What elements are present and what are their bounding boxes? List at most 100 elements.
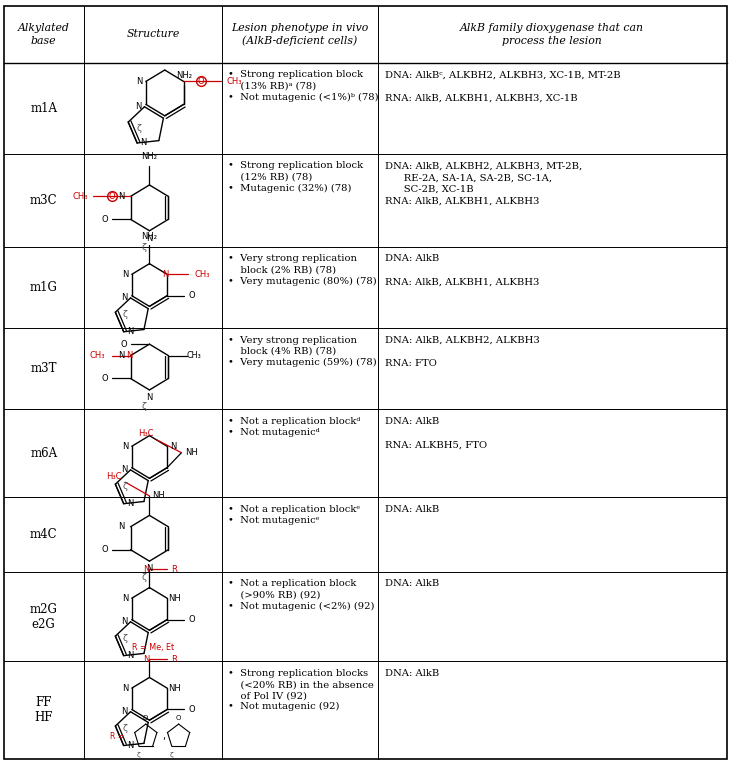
Text: N: N bbox=[144, 565, 149, 574]
Text: O: O bbox=[176, 715, 182, 721]
Text: O: O bbox=[198, 77, 205, 86]
Text: ,: , bbox=[163, 731, 165, 742]
Text: •  Very strong replication
    block (2% RB) (78)
•  Very mutagenic (80%) (78): • Very strong replication block (2% RB) … bbox=[228, 254, 377, 285]
Text: NH: NH bbox=[168, 684, 181, 693]
Text: •  Very strong replication
    block (4% RB) (78)
•  Very mutagenic (59%) (78): • Very strong replication block (4% RB) … bbox=[228, 336, 377, 367]
Text: N: N bbox=[121, 617, 127, 626]
Text: N: N bbox=[119, 192, 125, 201]
Text: N: N bbox=[121, 707, 127, 716]
Text: ζ: ζ bbox=[141, 574, 146, 582]
Text: O: O bbox=[189, 615, 195, 624]
Text: N: N bbox=[121, 465, 127, 475]
Text: DNA: AlkB: DNA: AlkB bbox=[385, 579, 439, 588]
Text: DNA: AlkB: DNA: AlkB bbox=[385, 669, 439, 678]
Text: N: N bbox=[127, 651, 133, 660]
Text: N: N bbox=[122, 270, 128, 278]
Text: R =: R = bbox=[109, 732, 124, 741]
Text: N: N bbox=[121, 294, 127, 302]
Text: N: N bbox=[136, 77, 142, 86]
Text: N: N bbox=[147, 393, 152, 402]
Text: O: O bbox=[189, 705, 195, 714]
Text: N: N bbox=[127, 327, 133, 336]
Text: NH: NH bbox=[152, 491, 165, 501]
Text: •  Strong replication block
    (12% RB) (78)
•  Mutagenic (32%) (78): • Strong replication block (12% RB) (78)… bbox=[228, 162, 363, 193]
Text: N: N bbox=[119, 523, 125, 531]
Text: N: N bbox=[122, 594, 128, 603]
Text: CH₃: CH₃ bbox=[90, 351, 105, 360]
Text: DNA: AlkB, ALKBH2, ALKBH3

RNA: FTO: DNA: AlkB, ALKBH2, ALKBH3 RNA: FTO bbox=[385, 336, 539, 369]
Text: •  Not a replication blockᵈ
•  Not mutagenicᵈ: • Not a replication blockᵈ • Not mutagen… bbox=[228, 417, 361, 437]
Text: O: O bbox=[101, 215, 108, 224]
Text: ζ: ζ bbox=[122, 724, 127, 733]
Text: N: N bbox=[127, 499, 133, 508]
Text: N: N bbox=[122, 684, 128, 693]
Text: m4C: m4C bbox=[30, 528, 58, 541]
Text: m2G
e2G: m2G e2G bbox=[30, 603, 58, 630]
Text: N: N bbox=[144, 655, 149, 664]
Text: •  Strong replication blocks
    (<20% RB) in the absence
    of Pol IV (92)
•  : • Strong replication blocks (<20% RB) in… bbox=[228, 669, 374, 711]
Text: ζ: ζ bbox=[136, 124, 141, 134]
Text: ζ: ζ bbox=[137, 752, 141, 758]
Text: Lesion phenotype in vivo
(AlkB-deficient cells): Lesion phenotype in vivo (AlkB-deficient… bbox=[231, 23, 369, 46]
Text: R: R bbox=[171, 565, 177, 574]
Text: ζ: ζ bbox=[141, 243, 146, 252]
Text: H₃C: H₃C bbox=[106, 472, 122, 481]
Text: ζ: ζ bbox=[122, 311, 127, 319]
Text: m3T: m3T bbox=[31, 362, 57, 375]
Text: O: O bbox=[120, 340, 127, 349]
Text: N: N bbox=[126, 351, 132, 360]
Text: CH₃: CH₃ bbox=[72, 192, 88, 201]
Text: N: N bbox=[147, 234, 152, 243]
Text: R = Me, Et: R = Me, Et bbox=[132, 643, 174, 652]
Text: ζ: ζ bbox=[170, 752, 174, 758]
Text: N: N bbox=[171, 442, 177, 451]
Text: FF
HF: FF HF bbox=[34, 697, 53, 724]
Text: DNA: AlkB, ALKBH2, ALKBH3, MT-2B,
      RE-2A, SA-1A, SA-2B, SC-1A,
      SC-2B,: DNA: AlkB, ALKBH2, ALKBH3, MT-2B, RE-2A,… bbox=[385, 162, 582, 206]
Text: N: N bbox=[141, 139, 147, 147]
Text: NH: NH bbox=[185, 448, 198, 457]
Text: ζ: ζ bbox=[141, 402, 146, 411]
Text: N: N bbox=[147, 565, 152, 573]
Text: m1G: m1G bbox=[30, 281, 58, 294]
Text: O: O bbox=[101, 546, 108, 554]
Text: ζ: ζ bbox=[122, 482, 127, 491]
Text: N: N bbox=[135, 102, 141, 111]
Text: N: N bbox=[127, 741, 133, 750]
Text: DNA: AlkB

RNA: AlkB, ALKBH1, ALKBH3: DNA: AlkB RNA: AlkB, ALKBH1, ALKBH3 bbox=[385, 254, 539, 287]
Text: •  Strong replication block
    (13% RB)ᵃ (78)
•  Not mutagenic (<1%)ᵇ (78): • Strong replication block (13% RB)ᵃ (78… bbox=[228, 70, 379, 101]
Text: Structure: Structure bbox=[126, 29, 180, 40]
Text: O: O bbox=[143, 715, 149, 721]
Text: ζ: ζ bbox=[122, 634, 127, 643]
Text: •  Not a replication block
    (>90% RB) (92)
•  Not mutagenic (<2%) (92): • Not a replication block (>90% RB) (92)… bbox=[228, 579, 375, 610]
Text: N: N bbox=[119, 351, 125, 360]
Text: NH: NH bbox=[168, 594, 181, 603]
Text: CH₃: CH₃ bbox=[226, 77, 242, 86]
Text: O: O bbox=[101, 374, 108, 383]
Text: •  Not a replication blockᵉ
•  Not mutagenicᵉ: • Not a replication blockᵉ • Not mutagen… bbox=[228, 505, 360, 525]
Text: DNA: AlkBᶜ, ALKBH2, ALKBH3, XC-1B, MT-2B

RNA: AlkB, ALKBH1, ALKBH3, XC-1B: DNA: AlkBᶜ, ALKBH2, ALKBH3, XC-1B, MT-2B… bbox=[385, 70, 620, 103]
Text: O: O bbox=[189, 291, 195, 300]
Text: m3C: m3C bbox=[30, 194, 58, 207]
Text: N: N bbox=[122, 442, 128, 451]
Text: CH₃: CH₃ bbox=[187, 351, 202, 360]
Text: Alkylated
base: Alkylated base bbox=[17, 23, 70, 46]
Text: CH₃: CH₃ bbox=[195, 270, 210, 278]
Text: NH₂: NH₂ bbox=[141, 152, 157, 161]
Text: H₃C: H₃C bbox=[139, 430, 154, 438]
Text: NH₂: NH₂ bbox=[176, 71, 192, 80]
Text: NH₂: NH₂ bbox=[141, 232, 157, 241]
Text: AlkB family dioxygenase that can
process the lesion: AlkB family dioxygenase that can process… bbox=[460, 23, 644, 46]
Text: N: N bbox=[163, 270, 169, 278]
Text: R: R bbox=[171, 655, 177, 664]
Text: DNA: AlkB

RNA: ALKBH5, FTO: DNA: AlkB RNA: ALKBH5, FTO bbox=[385, 417, 487, 449]
Text: m6A: m6A bbox=[30, 446, 58, 459]
Text: O: O bbox=[109, 192, 115, 201]
Text: m1A: m1A bbox=[30, 101, 58, 114]
Text: DNA: AlkB: DNA: AlkB bbox=[385, 505, 439, 513]
